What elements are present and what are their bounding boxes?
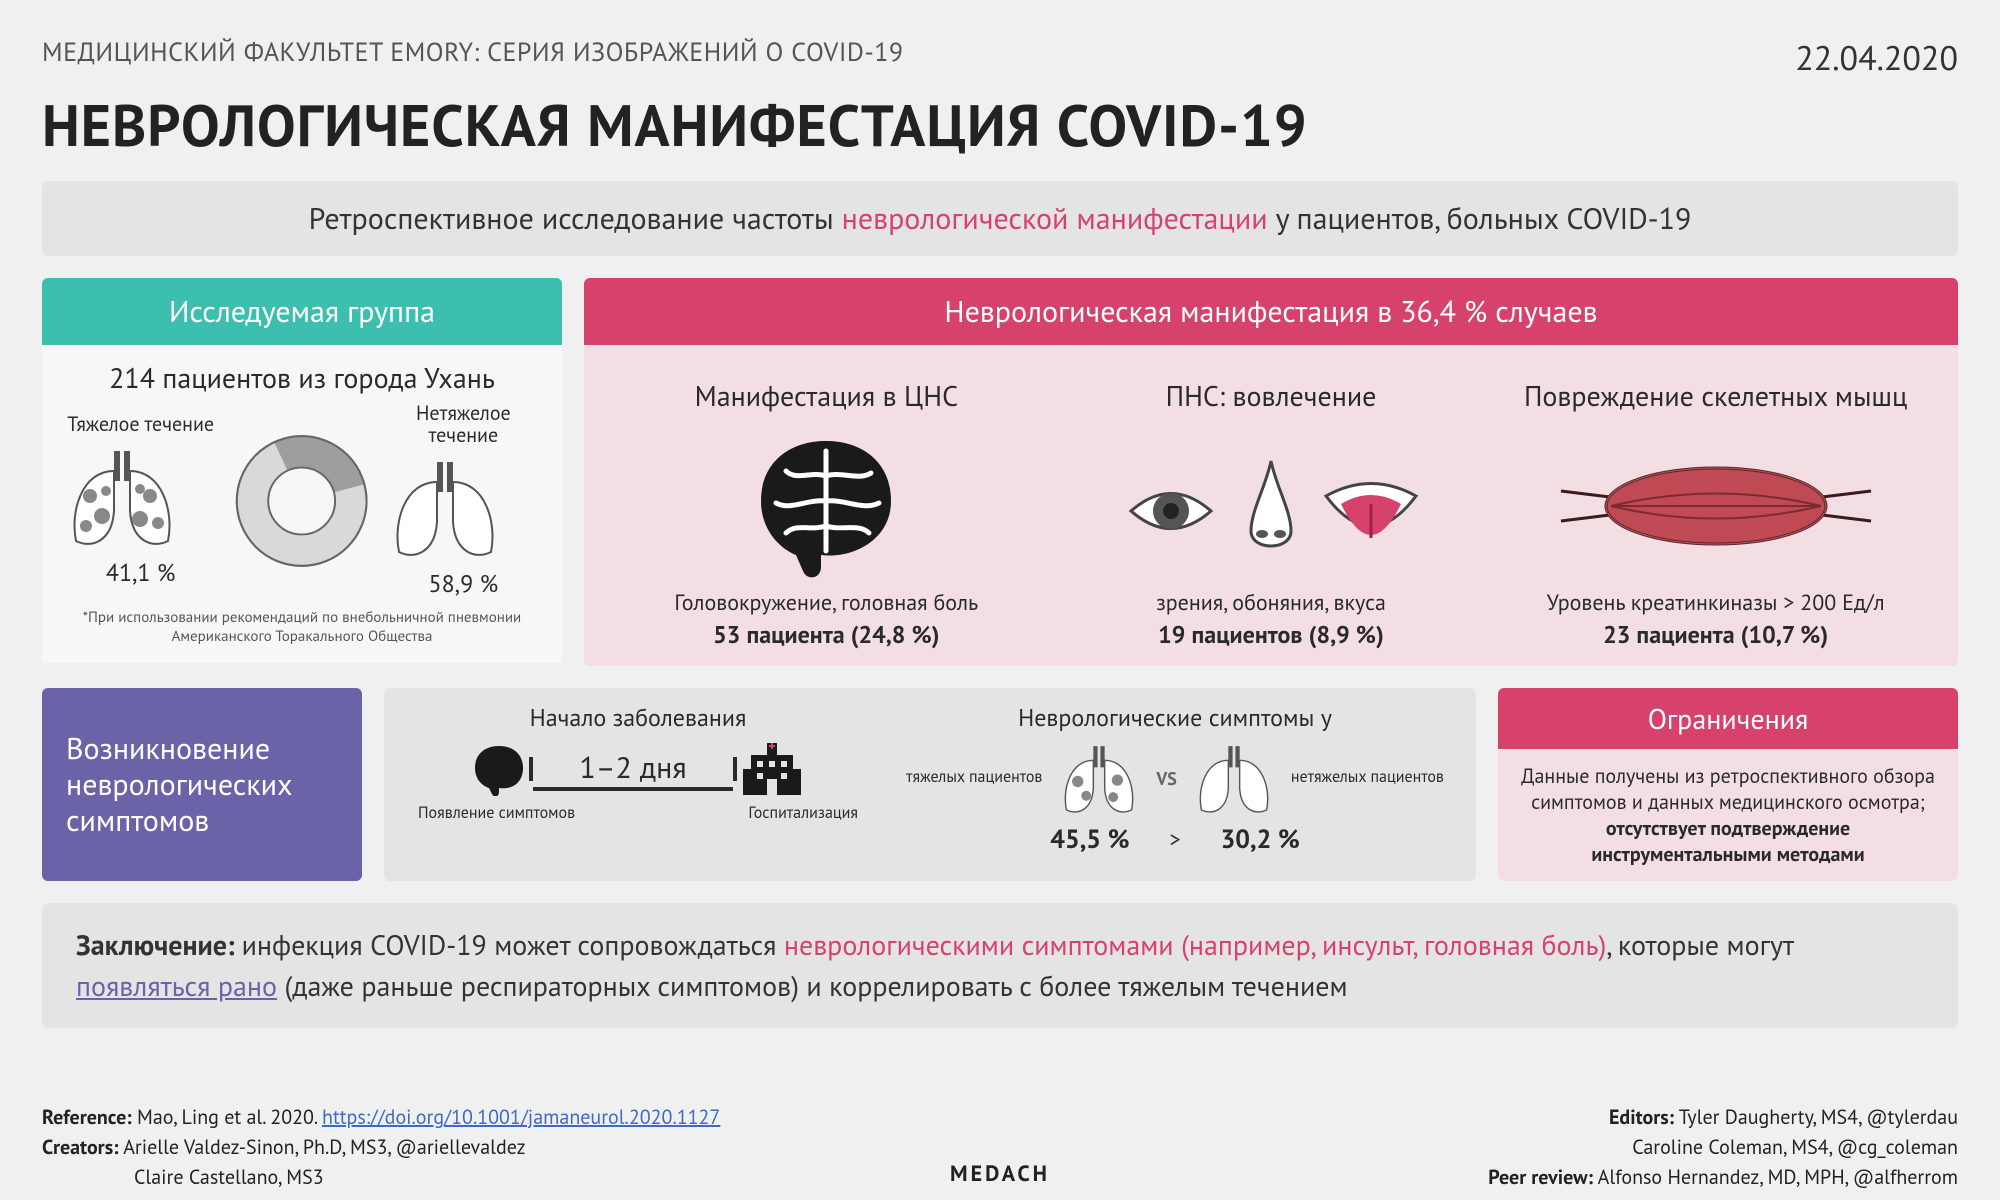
- muscle-desc: Уровень креатинкиназы > 200 Ед/л: [1501, 589, 1930, 617]
- pretitle: МЕДИЦИНСКИЙ ФАКУЛЬТЕТ EMORY: СЕРИЯ ИЗОБР…: [42, 36, 904, 69]
- cmp-nonsevere-pct: 30,2 %: [1221, 823, 1300, 856]
- eye-nose-tongue-icon: [1111, 446, 1431, 566]
- timeline-days: 1–2 дня: [579, 748, 686, 787]
- severe-label: Тяжелое течение: [62, 413, 219, 435]
- lungs-severe-small-icon: [1056, 739, 1142, 817]
- conclusion-underline: появляться рано: [76, 967, 277, 1004]
- ref-label: Reference:: [42, 1104, 132, 1130]
- brain-small-icon: [469, 742, 529, 796]
- editor1: Tyler Daugherty, MS4, @tylerdau: [1674, 1104, 1958, 1130]
- conclusion-paren: (например, инсульт, головная боль): [1181, 926, 1606, 963]
- subtitle-bar: Ретроспективное исследование частоты нев…: [42, 181, 1958, 256]
- conclusion-t1: инфекция COVID-19 может сопровождаться: [242, 926, 784, 963]
- peer-label: Peer review:: [1488, 1164, 1593, 1190]
- manifestation-head: Неврологическая манифестация в 36,4 % сл…: [584, 278, 1958, 345]
- lungs-nonsevere-small-icon: [1191, 739, 1277, 817]
- conclusion-bar: Заключение: инфекция COVID-19 может сопр…: [42, 903, 1958, 1028]
- editors-label: Editors:: [1609, 1104, 1674, 1130]
- creator2: Claire Castellano, MS3: [134, 1164, 324, 1190]
- cmp-severe-label: тяжелых пациентов: [906, 769, 1042, 787]
- cmp-nonsevere-label: нетяжелых пациентов: [1291, 769, 1444, 787]
- subtitle-before: Ретроспективное исследование частоты: [309, 199, 842, 238]
- limitations-panel: Ограничения Данные получены из ретроспек…: [1498, 688, 1958, 881]
- muscle-icon: [1556, 451, 1876, 561]
- timeline-title: Начало заболевания: [408, 702, 868, 733]
- peer: Alfonso Hernandez, MD, MPH, @alfherrom: [1593, 1164, 1958, 1190]
- onset-body: Начало заболевания 1–2 дня: [384, 688, 1476, 881]
- nonsevere-label: Нетяжелое течение: [385, 402, 542, 446]
- study-head: Исследуемая группа: [42, 278, 562, 345]
- creator1: Arielle Valdez-Sinon, Ph.D, MS3, @ariell…: [119, 1134, 526, 1160]
- conclusion-t2: , которые могут: [1606, 926, 1793, 963]
- muscle-stat: 23 пациента (10,7 %): [1501, 619, 1930, 650]
- cmp-gt: >: [1169, 826, 1180, 854]
- timeline-end: Госпитализация: [748, 803, 858, 823]
- conclusion-lead: Заключение:: [76, 926, 242, 963]
- editor2: Caroline Coleman, MS4, @cg_coleman: [1632, 1134, 1958, 1160]
- severe-pct: 41,1 %: [62, 557, 219, 588]
- cns-stat: 53 пациента (24,8 %): [612, 619, 1041, 650]
- lungs-nonsevere-icon: [385, 452, 505, 562]
- timeline-start: Появление симптомов: [418, 803, 575, 823]
- limitations-head: Ограничения: [1498, 688, 1958, 749]
- comparison-title: Неврологические симптомы у: [898, 702, 1452, 733]
- subtitle-after: у пациентов, больных COVID-19: [1268, 199, 1692, 238]
- manifestation-panel: Неврологическая манифестация в 36,4 % сл…: [584, 278, 1958, 666]
- nonsevere-pct: 58,9 %: [385, 568, 542, 599]
- hospital-icon: [737, 739, 807, 799]
- study-footnote: *При использовании рекомендаций по внебо…: [62, 609, 542, 647]
- cmp-severe-pct: 45,5 %: [1050, 823, 1129, 856]
- conclusion-t3: (даже раньше респираторных симптомов) и …: [277, 967, 1347, 1004]
- pns-desc: зрения, обоняния, вкуса: [1057, 589, 1486, 617]
- footer: Reference: Mao, Ling et al. 2020. https:…: [42, 1084, 1958, 1192]
- vs-label: VS: [1156, 767, 1176, 790]
- lungs-severe-icon: [62, 441, 182, 551]
- study-title: 214 пациентов из города Ухань: [62, 359, 542, 396]
- date: 22.04.2020: [1795, 36, 1958, 80]
- brain-icon: [741, 431, 911, 581]
- ref-text: Mao, Ling et al. 2020.: [132, 1104, 322, 1130]
- study-panel: Исследуемая группа 214 пациентов из горо…: [42, 278, 562, 666]
- subtitle-accent: неврологической манифестации: [842, 199, 1268, 238]
- pns-title: ПНС: вовлечение: [1057, 359, 1486, 431]
- ref-link[interactable]: https://doi.org/10.1001/jamaneurol.2020.…: [322, 1104, 720, 1130]
- donut-chart: [223, 421, 380, 581]
- creators-label: Creators:: [42, 1134, 119, 1160]
- limitations-text: Данные получены из ретроспективного обзо…: [1521, 763, 1935, 815]
- cns-title: Манифестация в ЦНС: [612, 359, 1041, 431]
- limitations-bold: отсутствует подтверждение инструментальн…: [1591, 815, 1864, 867]
- pns-stat: 19 пациентов (8,9 %): [1057, 619, 1486, 650]
- onset-head: Возникновение неврологических симптомов: [42, 688, 362, 881]
- conclusion-accent1: неврологическими симптомами: [784, 926, 1181, 963]
- muscle-title: Повреждение скелетных мышц: [1501, 359, 1930, 431]
- page-title: НЕВРОЛОГИЧЕСКАЯ МАНИФЕСТАЦИЯ COVID-19: [42, 88, 1958, 163]
- cns-desc: Головокружение, головная боль: [612, 589, 1041, 617]
- medach-logo: MEDACH: [950, 1160, 1050, 1188]
